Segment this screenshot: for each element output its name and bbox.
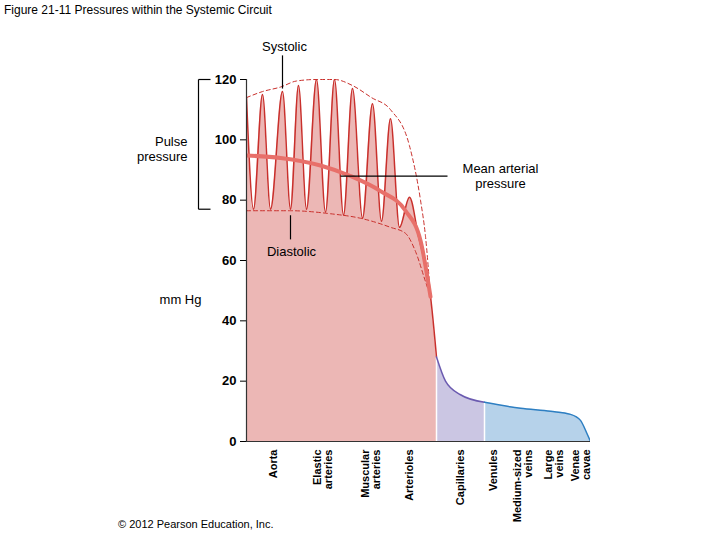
svg-text:mm Hg: mm Hg bbox=[160, 292, 202, 307]
svg-text:Aorta: Aorta bbox=[267, 449, 279, 479]
svg-text:0: 0 bbox=[229, 434, 236, 449]
svg-text:60: 60 bbox=[222, 253, 236, 268]
svg-text:Capillaries: Capillaries bbox=[454, 450, 466, 506]
html-text:Figure 21-11 Pressures within: Figure 21-11 Pressures within the System… bbox=[4, 3, 272, 17]
svg-text:Pulsepressure: Pulsepressure bbox=[137, 134, 188, 163]
svg-text:Medium-sizedveins: Medium-sizedveins bbox=[511, 450, 534, 523]
svg-text:20: 20 bbox=[222, 373, 236, 388]
svg-text:Mean arterialpressure: Mean arterialpressure bbox=[463, 161, 539, 190]
svg-text:80: 80 bbox=[222, 192, 236, 207]
svg-text:40: 40 bbox=[222, 313, 236, 328]
svg-text:Diastolic: Diastolic bbox=[267, 244, 317, 259]
html-text:© 2012 Pearson Education, Inc.: © 2012 Pearson Education, Inc. bbox=[118, 518, 274, 530]
svg-text:Systolic: Systolic bbox=[262, 39, 307, 54]
svg-text:Venules: Venules bbox=[487, 450, 499, 492]
svg-text:Venaecavae: Venaecavae bbox=[569, 450, 592, 482]
svg-text:Largeveins: Largeveins bbox=[542, 450, 565, 480]
svg-text:Musculararteries: Musculararteries bbox=[359, 449, 382, 498]
svg-text:120: 120 bbox=[215, 72, 237, 87]
svg-text:Arterioles: Arterioles bbox=[403, 450, 415, 501]
svg-text:Elasticarteries: Elasticarteries bbox=[311, 450, 334, 490]
svg-text:100: 100 bbox=[215, 132, 237, 147]
